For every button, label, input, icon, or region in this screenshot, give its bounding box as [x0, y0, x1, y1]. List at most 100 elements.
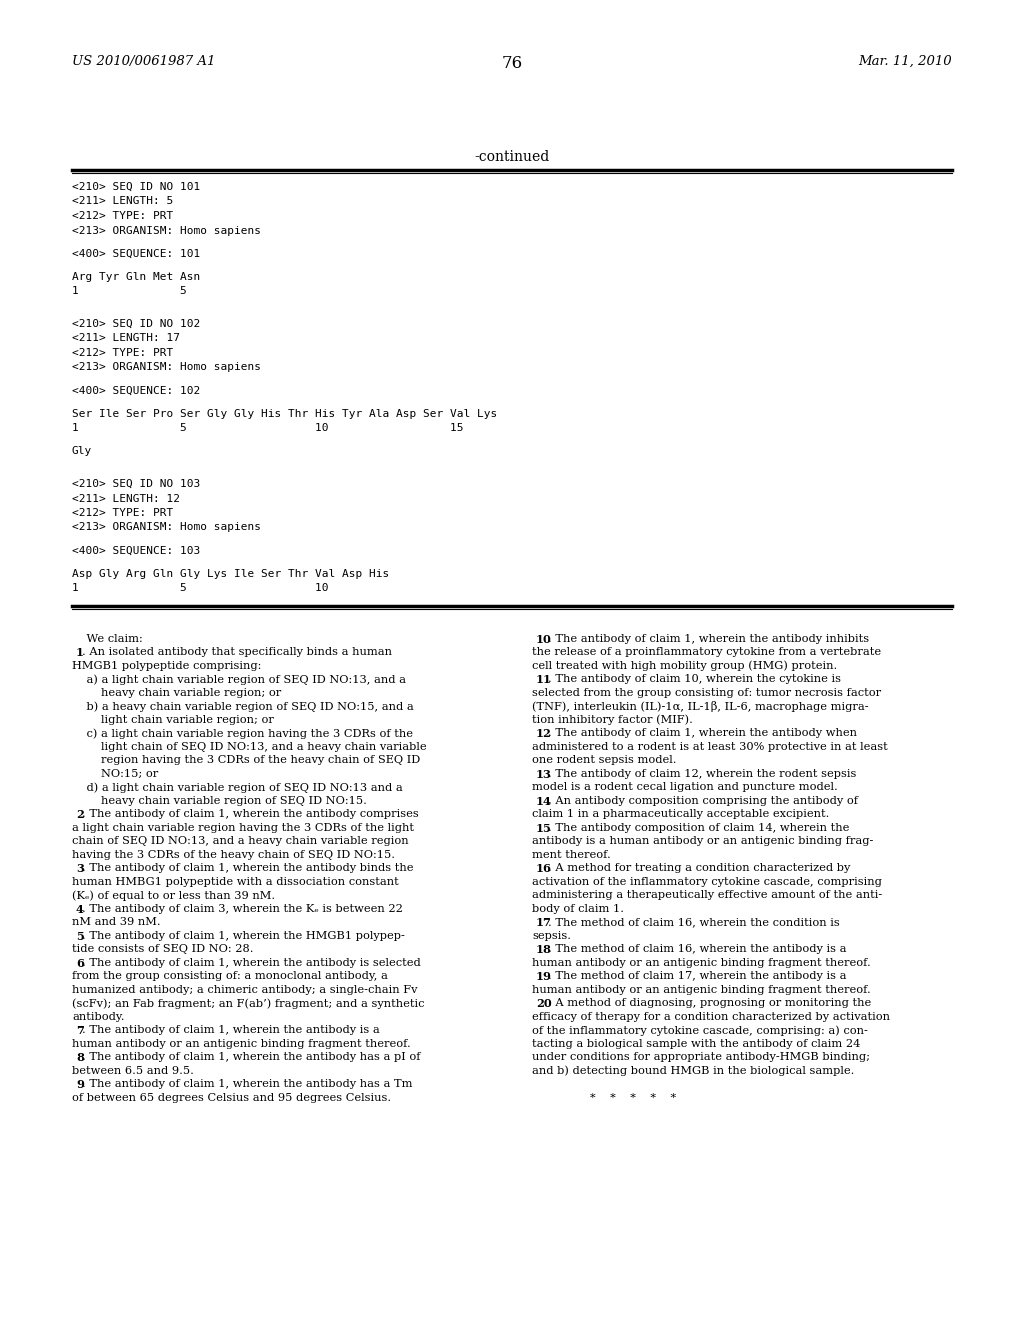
- Text: administered to a rodent is at least 30% protective in at least: administered to a rodent is at least 30%…: [532, 742, 888, 752]
- Text: one rodent sepsis model.: one rodent sepsis model.: [532, 755, 677, 766]
- Text: human antibody or an antigenic binding fragment thereof.: human antibody or an antigenic binding f…: [532, 985, 870, 995]
- Text: 20: 20: [536, 998, 552, 1010]
- Text: c) a light chain variable region having the 3 CDRs of the: c) a light chain variable region having …: [72, 729, 413, 739]
- Text: sepsis.: sepsis.: [532, 931, 571, 941]
- Text: and b) detecting bound HMGB in the biological sample.: and b) detecting bound HMGB in the biolo…: [532, 1067, 854, 1077]
- Text: Gly: Gly: [72, 446, 92, 457]
- Text: <211> LENGTH: 17: <211> LENGTH: 17: [72, 334, 180, 343]
- Text: tide consists of SEQ ID NO: 28.: tide consists of SEQ ID NO: 28.: [72, 944, 254, 954]
- Text: (scFv); an Fab fragment; an F(ab’) fragment; and a synthetic: (scFv); an Fab fragment; an F(ab’) fragm…: [72, 998, 425, 1008]
- Text: 8: 8: [76, 1052, 84, 1064]
- Text: 15: 15: [536, 822, 552, 834]
- Text: <400> SEQUENCE: 103: <400> SEQUENCE: 103: [72, 545, 201, 556]
- Text: light chain variable region; or: light chain variable region; or: [72, 715, 273, 725]
- Text: HMGB1 polypeptide comprising:: HMGB1 polypeptide comprising:: [72, 661, 261, 671]
- Text: heavy chain variable region of SEQ ID NO:15.: heavy chain variable region of SEQ ID NO…: [72, 796, 367, 807]
- Text: 13: 13: [536, 768, 552, 780]
- Text: claim 1 in a pharmaceutically acceptable excipient.: claim 1 in a pharmaceutically acceptable…: [532, 809, 829, 820]
- Text: human antibody or an antigenic binding fragment thereof.: human antibody or an antigenic binding f…: [532, 958, 870, 968]
- Text: . The antibody of claim 1, wherein the antibody inhibits: . The antibody of claim 1, wherein the a…: [549, 634, 869, 644]
- Text: <210> SEQ ID NO 103: <210> SEQ ID NO 103: [72, 479, 201, 488]
- Text: antibody.: antibody.: [72, 1012, 125, 1022]
- Text: b) a heavy chain variable region of SEQ ID NO:15, and a: b) a heavy chain variable region of SEQ …: [72, 701, 414, 711]
- Text: tion inhibitory factor (MIF).: tion inhibitory factor (MIF).: [532, 715, 693, 726]
- Text: tacting a biological sample with the antibody of claim 24: tacting a biological sample with the ant…: [532, 1039, 860, 1049]
- Text: human HMBG1 polypeptide with a dissociation constant: human HMBG1 polypeptide with a dissociat…: [72, 876, 398, 887]
- Text: (TNF), interleukin (IL)-1α, IL-1β, IL-6, macrophage migra-: (TNF), interleukin (IL)-1α, IL-1β, IL-6,…: [532, 701, 868, 713]
- Text: . The antibody of claim 12, wherein the rodent sepsis: . The antibody of claim 12, wherein the …: [549, 768, 857, 779]
- Text: body of claim 1.: body of claim 1.: [532, 904, 624, 913]
- Text: 11: 11: [536, 675, 552, 685]
- Text: 1: 1: [76, 647, 84, 659]
- Text: 19: 19: [536, 972, 552, 982]
- Text: Asp Gly Arg Gln Gly Lys Ile Ser Thr Val Asp His: Asp Gly Arg Gln Gly Lys Ile Ser Thr Val …: [72, 569, 389, 579]
- Text: 14: 14: [536, 796, 552, 807]
- Text: <213> ORGANISM: Homo sapiens: <213> ORGANISM: Homo sapiens: [72, 226, 261, 235]
- Text: 16: 16: [536, 863, 552, 874]
- Text: 1               5                   10: 1 5 10: [72, 583, 329, 594]
- Text: <212> TYPE: PRT: <212> TYPE: PRT: [72, 211, 173, 220]
- Text: 3: 3: [76, 863, 84, 874]
- Text: between 6.5 and 9.5.: between 6.5 and 9.5.: [72, 1067, 194, 1076]
- Text: human antibody or an antigenic binding fragment thereof.: human antibody or an antigenic binding f…: [72, 1039, 411, 1049]
- Text: having the 3 CDRs of the heavy chain of SEQ ID NO:15.: having the 3 CDRs of the heavy chain of …: [72, 850, 395, 859]
- Text: <211> LENGTH: 5: <211> LENGTH: 5: [72, 197, 173, 206]
- Text: <212> TYPE: PRT: <212> TYPE: PRT: [72, 508, 173, 517]
- Text: <400> SEQUENCE: 102: <400> SEQUENCE: 102: [72, 385, 201, 396]
- Text: . The antibody of claim 1, wherein the antibody when: . The antibody of claim 1, wherein the a…: [549, 729, 857, 738]
- Text: the release of a proinflammatory cytokine from a vertebrate: the release of a proinflammatory cytokin…: [532, 647, 881, 657]
- Text: . The antibody of claim 1, wherein the HMGB1 polypep-: . The antibody of claim 1, wherein the H…: [82, 931, 406, 941]
- Text: . An antibody composition comprising the antibody of: . An antibody composition comprising the…: [549, 796, 858, 807]
- Text: <212> TYPE: PRT: <212> TYPE: PRT: [72, 348, 173, 358]
- Text: <210> SEQ ID NO 102: <210> SEQ ID NO 102: [72, 319, 201, 329]
- Text: <211> LENGTH: 12: <211> LENGTH: 12: [72, 494, 180, 503]
- Text: We claim:: We claim:: [72, 634, 142, 644]
- Text: <213> ORGANISM: Homo sapiens: <213> ORGANISM: Homo sapiens: [72, 523, 261, 532]
- Text: . A method of diagnosing, prognosing or monitoring the: . A method of diagnosing, prognosing or …: [549, 998, 871, 1008]
- Text: Ser Ile Ser Pro Ser Gly Gly His Thr His Tyr Ala Asp Ser Val Lys: Ser Ile Ser Pro Ser Gly Gly His Thr His …: [72, 409, 498, 418]
- Text: activation of the inflammatory cytokine cascade, comprising: activation of the inflammatory cytokine …: [532, 876, 882, 887]
- Text: antibody is a human antibody or an antigenic binding frag-: antibody is a human antibody or an antig…: [532, 837, 873, 846]
- Text: 10: 10: [536, 634, 552, 645]
- Text: of the inflammatory cytokine cascade, comprising: a) con-: of the inflammatory cytokine cascade, co…: [532, 1026, 868, 1036]
- Text: 17: 17: [536, 917, 552, 928]
- Text: . The antibody composition of claim 14, wherein the: . The antibody composition of claim 14, …: [549, 822, 850, 833]
- Text: <213> ORGANISM: Homo sapiens: <213> ORGANISM: Homo sapiens: [72, 363, 261, 372]
- Text: . The method of claim 16, wherein the condition is: . The method of claim 16, wherein the co…: [549, 917, 840, 928]
- Text: 4: 4: [76, 904, 84, 915]
- Text: 1               5: 1 5: [72, 286, 186, 297]
- Text: nM and 39 nM.: nM and 39 nM.: [72, 917, 161, 928]
- Text: Mar. 11, 2010: Mar. 11, 2010: [858, 55, 952, 69]
- Text: chain of SEQ ID NO:13, and a heavy chain variable region: chain of SEQ ID NO:13, and a heavy chain…: [72, 837, 409, 846]
- Text: Arg Tyr Gln Met Asn: Arg Tyr Gln Met Asn: [72, 272, 201, 282]
- Text: under conditions for appropriate antibody-HMGB binding;: under conditions for appropriate antibod…: [532, 1052, 870, 1063]
- Text: region having the 3 CDRs of the heavy chain of SEQ ID: region having the 3 CDRs of the heavy ch…: [72, 755, 420, 766]
- Text: of between 65 degrees Celsius and 95 degrees Celsius.: of between 65 degrees Celsius and 95 deg…: [72, 1093, 391, 1104]
- Text: 9: 9: [76, 1080, 84, 1090]
- Text: . The antibody of claim 1, wherein the antibody is selected: . The antibody of claim 1, wherein the a…: [82, 958, 421, 968]
- Text: . The antibody of claim 1, wherein the antibody binds the: . The antibody of claim 1, wherein the a…: [82, 863, 414, 874]
- Text: model is a rodent cecal ligation and puncture model.: model is a rodent cecal ligation and pun…: [532, 783, 838, 792]
- Text: cell treated with high mobility group (HMG) protein.: cell treated with high mobility group (H…: [532, 661, 838, 672]
- Text: from the group consisting of: a monoclonal antibody, a: from the group consisting of: a monoclon…: [72, 972, 388, 981]
- Text: 7: 7: [76, 1026, 84, 1036]
- Text: . The antibody of claim 10, wherein the cytokine is: . The antibody of claim 10, wherein the …: [549, 675, 842, 684]
- Text: 1               5                   10                  15: 1 5 10 15: [72, 424, 464, 433]
- Text: . A method for treating a condition characterized by: . A method for treating a condition char…: [549, 863, 851, 874]
- Text: humanized antibody; a chimeric antibody; a single-chain Fv: humanized antibody; a chimeric antibody;…: [72, 985, 418, 995]
- Text: 2: 2: [76, 809, 84, 821]
- Text: a light chain variable region having the 3 CDRs of the light: a light chain variable region having the…: [72, 822, 414, 833]
- Text: -continued: -continued: [474, 150, 550, 164]
- Text: 18: 18: [536, 944, 552, 956]
- Text: . The antibody of claim 1, wherein the antibody has a Tm: . The antibody of claim 1, wherein the a…: [82, 1080, 413, 1089]
- Text: 5: 5: [76, 931, 84, 942]
- Text: ment thereof.: ment thereof.: [532, 850, 610, 859]
- Text: . The antibody of claim 3, wherein the Kₑ is between 22: . The antibody of claim 3, wherein the K…: [82, 904, 403, 913]
- Text: . The antibody of claim 1, wherein the antibody has a pI of: . The antibody of claim 1, wherein the a…: [82, 1052, 421, 1063]
- Text: <210> SEQ ID NO 101: <210> SEQ ID NO 101: [72, 182, 201, 191]
- Text: <400> SEQUENCE: 101: <400> SEQUENCE: 101: [72, 248, 201, 259]
- Text: selected from the group consisting of: tumor necrosis factor: selected from the group consisting of: t…: [532, 688, 881, 698]
- Text: . The antibody of claim 1, wherein the antibody comprises: . The antibody of claim 1, wherein the a…: [82, 809, 419, 820]
- Text: light chain of SEQ ID NO:13, and a heavy chain variable: light chain of SEQ ID NO:13, and a heavy…: [72, 742, 427, 752]
- Text: a) a light chain variable region of SEQ ID NO:13, and a: a) a light chain variable region of SEQ …: [72, 675, 406, 685]
